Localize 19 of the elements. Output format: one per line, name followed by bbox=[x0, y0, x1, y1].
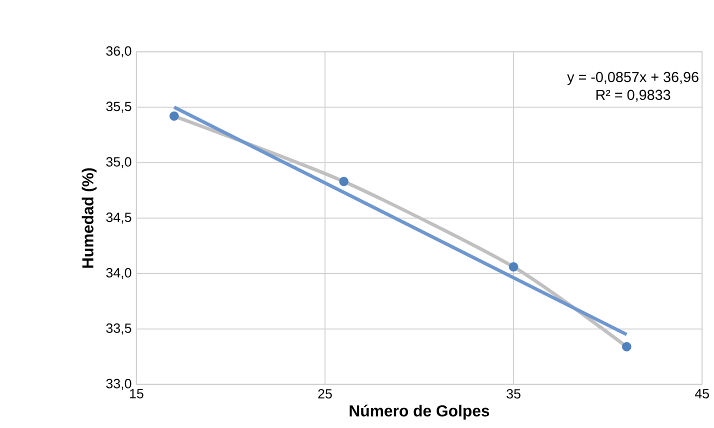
point bbox=[508, 262, 518, 272]
point bbox=[339, 176, 349, 186]
point bbox=[169, 111, 179, 121]
y-tick-label: 33,0 bbox=[106, 378, 132, 390]
x-tick-label: 35 bbox=[506, 388, 520, 398]
y-tick-label: 34,5 bbox=[106, 212, 132, 224]
y-tick-label: 35,0 bbox=[106, 157, 132, 168]
y-axis-title: Humedad (%) bbox=[82, 168, 97, 268]
y-tick-label: 33,5 bbox=[106, 323, 132, 334]
point bbox=[622, 342, 632, 352]
y-tick-label: 36,0 bbox=[106, 46, 132, 58]
x-tick-label: 15 bbox=[130, 388, 144, 398]
annotation: R² = 0,9833 bbox=[596, 90, 670, 102]
annotation: y = -0,0857x + 36,96 bbox=[567, 72, 698, 85]
x-tick-label: 45 bbox=[694, 388, 709, 398]
x-axis-title: Número de Golpes bbox=[350, 404, 490, 420]
y-tick-label: 34,0 bbox=[106, 268, 132, 279]
y-tick-label: 35,5 bbox=[106, 102, 132, 113]
x-tick-label: 25 bbox=[318, 388, 332, 398]
